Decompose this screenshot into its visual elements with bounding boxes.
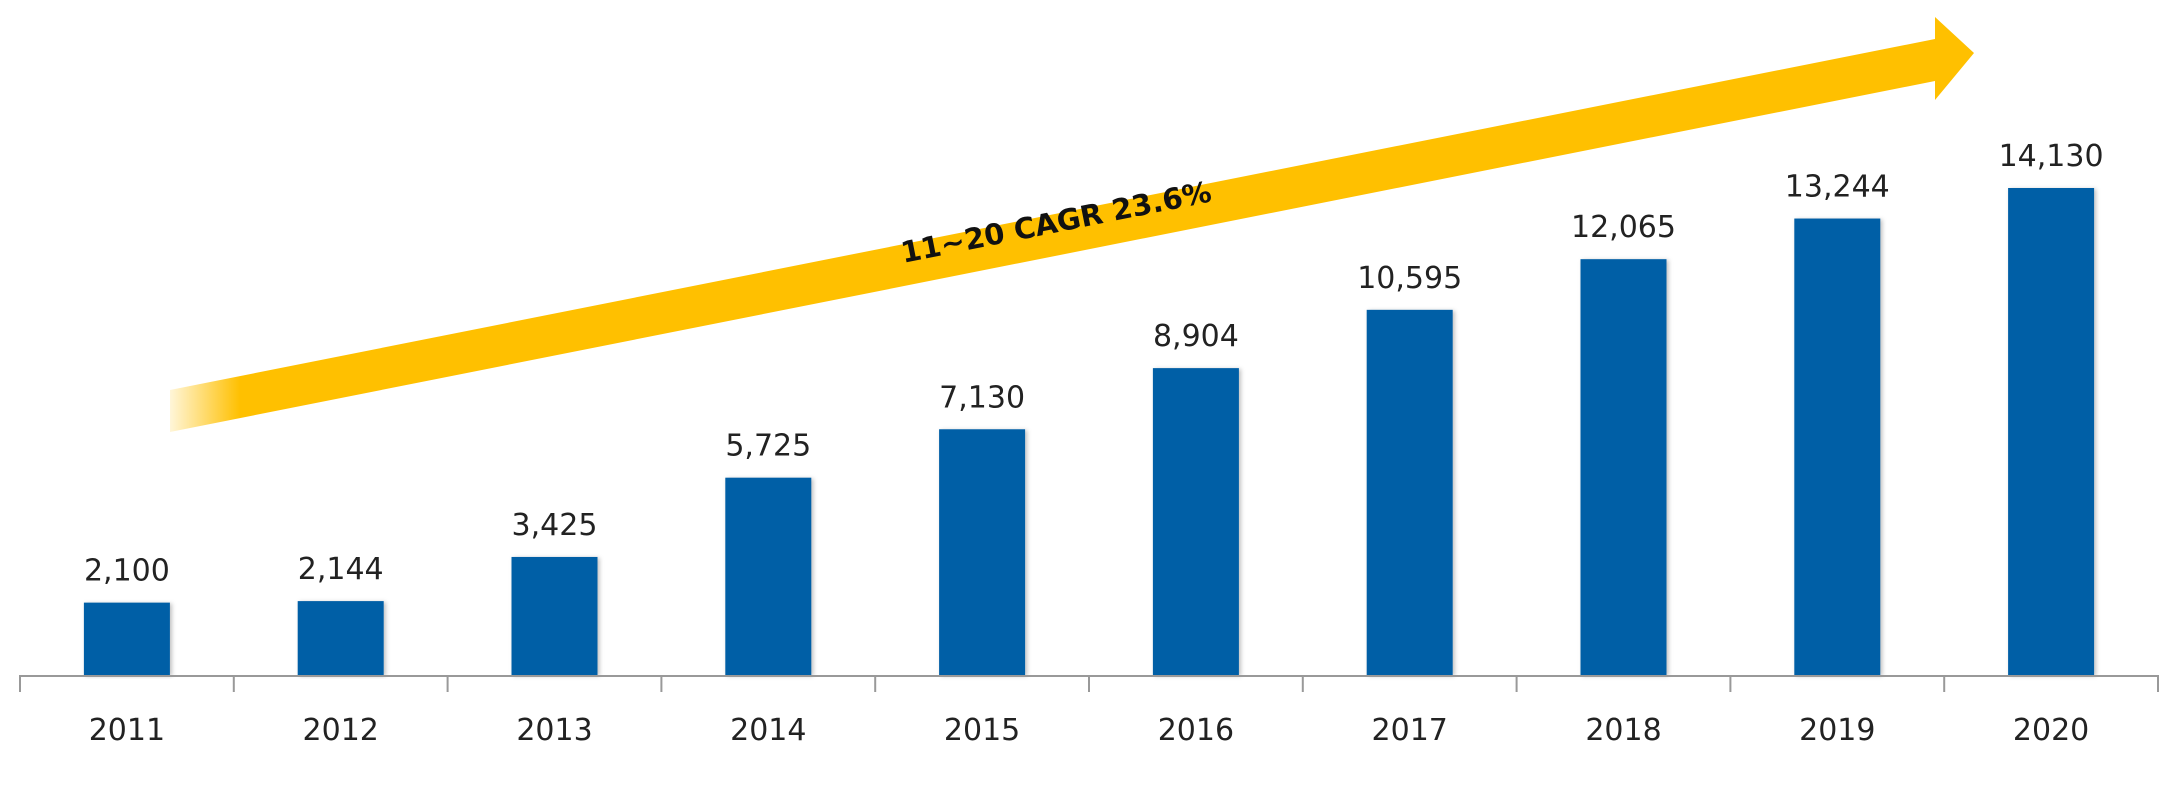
data-label-2012: 2,144 [298,552,384,587]
bar-2014 [725,477,812,675]
data-label-2014: 5,725 [725,429,811,464]
x-tick-label-2018: 2018 [1585,713,1661,748]
data-label-2019: 13,244 [1785,170,1890,205]
x-tick-label-2012: 2012 [303,713,379,748]
growth-arrow-icon [170,17,1974,432]
bar-2011 [83,602,170,675]
data-label-2016: 8,904 [1153,319,1239,354]
data-label-2013: 3,425 [512,508,598,543]
x-tick-label-2011: 2011 [89,713,165,748]
cagr-arrow: 11~20 CAGR 23.6% [170,17,1974,432]
x-tick-label-2015: 2015 [944,713,1020,748]
bar-2017 [1366,309,1453,675]
data-label-2017: 10,595 [1357,261,1462,296]
x-tick-label-2013: 2013 [516,713,592,748]
data-label-2015: 7,130 [939,380,1025,415]
x-tick-label-2016: 2016 [1158,713,1234,748]
data-label-2018: 12,065 [1571,210,1676,245]
bar-2018 [1580,259,1667,675]
bar-2012 [297,601,384,675]
x-tick-label-2017: 2017 [1372,713,1448,748]
bar-2015 [939,429,1026,675]
x-tick-label-2020: 2020 [2013,713,2089,748]
x-tick-label-2014: 2014 [730,713,806,748]
bar-2016 [1152,368,1239,675]
data-label-2011: 2,100 [84,554,170,589]
x-tick-label-2019: 2019 [1799,713,1875,748]
data-label-2020: 14,130 [1999,139,2104,174]
bar-2019 [1794,218,1881,675]
bar-2013 [511,556,598,675]
bar-2020 [2008,188,2095,675]
